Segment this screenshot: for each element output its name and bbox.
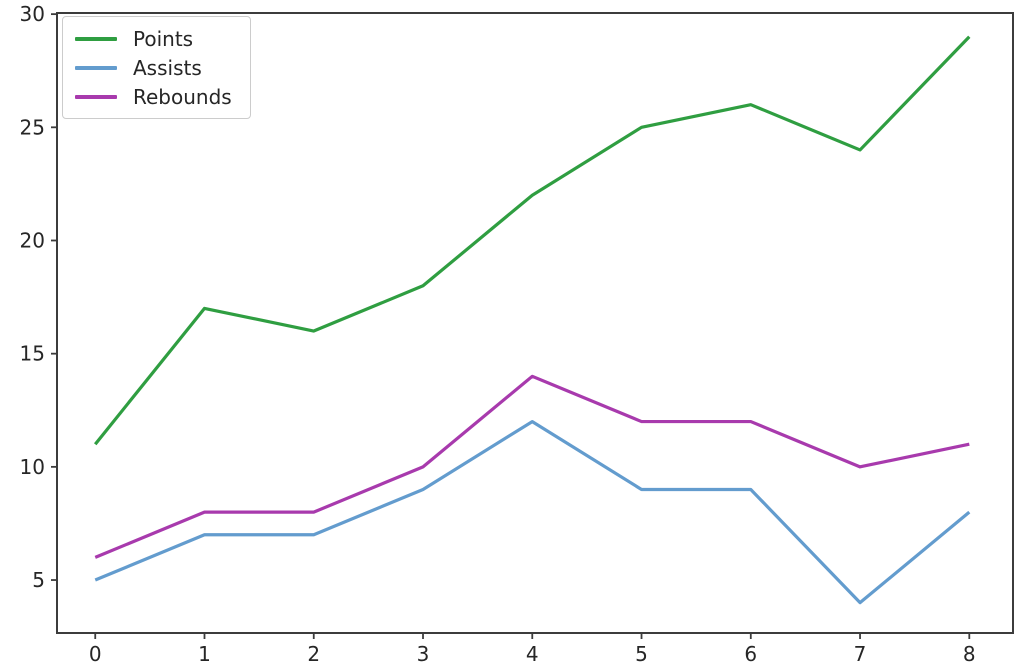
y-tick-label: 30 bbox=[20, 2, 45, 26]
x-tick-label: 5 bbox=[635, 642, 648, 666]
legend-key-line bbox=[75, 94, 117, 99]
x-tick-label: 6 bbox=[744, 642, 757, 666]
y-tick-label: 25 bbox=[20, 115, 45, 139]
series-line-assists bbox=[94, 419, 971, 605]
legend: Points Assists Rebounds bbox=[62, 16, 251, 119]
x-tick-label: 7 bbox=[854, 642, 867, 666]
legend-item-points: Points bbox=[75, 24, 232, 53]
legend-label: Points bbox=[133, 26, 194, 51]
x-tick-label: 1 bbox=[198, 642, 211, 666]
x-tick-label: 2 bbox=[307, 642, 320, 666]
legend-key-line bbox=[75, 36, 117, 41]
legend-label: Rebounds bbox=[133, 84, 232, 109]
x-tick-label: 0 bbox=[89, 642, 102, 666]
legend-item-assists: Assists bbox=[75, 53, 232, 82]
axes-frame bbox=[56, 12, 1014, 634]
series-line-rebounds bbox=[94, 374, 970, 559]
series-line-points bbox=[93, 35, 971, 446]
legend-label: Assists bbox=[133, 55, 202, 80]
x-tick-label: 4 bbox=[526, 642, 539, 666]
legend-item-rebounds: Rebounds bbox=[75, 82, 232, 111]
y-tick-label: 10 bbox=[20, 455, 45, 479]
y-tick-label: 20 bbox=[20, 228, 45, 252]
y-tick-label: 15 bbox=[20, 342, 45, 366]
x-tick-label: 3 bbox=[417, 642, 430, 666]
y-tick-label: 5 bbox=[32, 568, 45, 592]
legend-key-line bbox=[75, 65, 117, 70]
x-tick-label: 8 bbox=[963, 642, 976, 666]
